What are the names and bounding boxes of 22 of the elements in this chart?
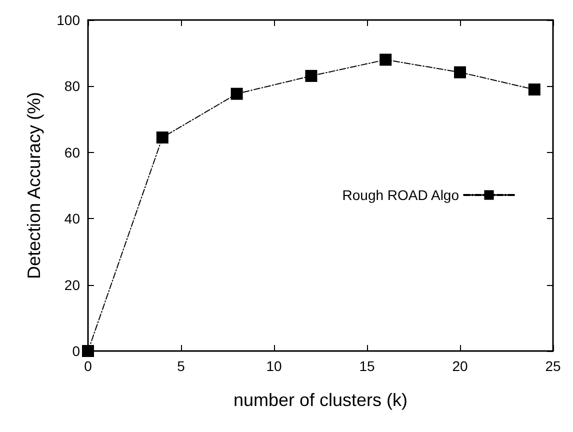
- x-tick-label: 5: [177, 358, 186, 374]
- y-tick-label: 20: [64, 276, 80, 293]
- x-tick-label: 0: [84, 358, 92, 374]
- y-tick-label: 40: [64, 210, 80, 227]
- x-tick-label: 25: [545, 358, 561, 374]
- point: [380, 54, 392, 66]
- point: [305, 70, 318, 82]
- legend-label: Rough ROAD Algo: [342, 187, 460, 203]
- x-tick-label: 10: [266, 358, 282, 374]
- point: [82, 345, 94, 357]
- point: [528, 84, 540, 96]
- point: [230, 88, 243, 100]
- x-tick-label: 20: [452, 358, 468, 374]
- y-tick-label: 100: [56, 12, 80, 28]
- point: [156, 132, 168, 144]
- y-tick-label: 80: [64, 78, 80, 94]
- point: [454, 66, 466, 78]
- y-tick-label: 60: [64, 144, 80, 160]
- x-axis-title: number of clusters (k): [233, 390, 408, 410]
- y-tick-label: 0: [72, 343, 80, 359]
- x-tick-label: 15: [359, 358, 375, 374]
- y-axis-title: Detection Accuracy (%): [24, 92, 44, 280]
